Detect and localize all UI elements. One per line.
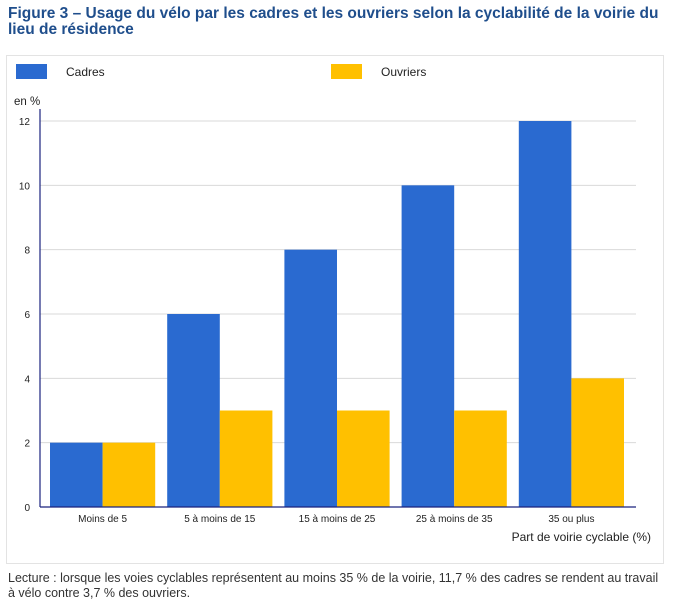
- legend-label-ouvriers: Ouvriers: [381, 64, 427, 79]
- bar-cadres: [518, 121, 572, 507]
- y-tick-label: 4: [24, 374, 30, 385]
- x-tick-label: 5 à moins de 15: [184, 514, 256, 525]
- legend-item-cadres: Cadres: [16, 64, 105, 79]
- legend-swatch-cadres: [16, 64, 47, 79]
- bar-cadres: [50, 442, 103, 507]
- legend-swatch-ouvriers: [331, 64, 362, 79]
- x-tick-label: Moins de 5: [78, 514, 127, 525]
- bar-cadres: [401, 185, 455, 508]
- y-tick-label: 12: [19, 117, 31, 128]
- x-tick-label: 35 ou plus: [548, 514, 594, 525]
- figure-title: Figure 3 – Usage du vélo par les cadres …: [8, 5, 659, 38]
- x-axis-title: Part de voirie cyclable (%): [512, 530, 651, 544]
- y-tick-label: 0: [24, 503, 30, 514]
- bar-ouvriers: [102, 442, 156, 507]
- y-tick-label: 2: [24, 439, 30, 450]
- bar-ouvriers: [219, 410, 273, 507]
- bar-ouvriers: [571, 378, 624, 507]
- bar-ouvriers: [337, 410, 390, 507]
- bar-ouvriers: [454, 410, 507, 507]
- reading-note: Lecture : lorsque les voies cyclables re…: [8, 571, 659, 600]
- bar-cadres: [284, 249, 337, 507]
- y-tick-label: 6: [24, 310, 30, 321]
- y-tick-label: 10: [19, 181, 31, 192]
- legend-label-cadres: Cadres: [66, 64, 105, 79]
- x-tick-label: 25 à moins de 35: [416, 514, 493, 525]
- legend-item-ouvriers: Ouvriers: [331, 64, 426, 79]
- y-axis-label: en %: [14, 96, 41, 108]
- bar-cadres: [167, 314, 220, 507]
- x-tick-label: 15 à moins de 25: [299, 514, 376, 525]
- y-tick-label: 8: [24, 246, 30, 257]
